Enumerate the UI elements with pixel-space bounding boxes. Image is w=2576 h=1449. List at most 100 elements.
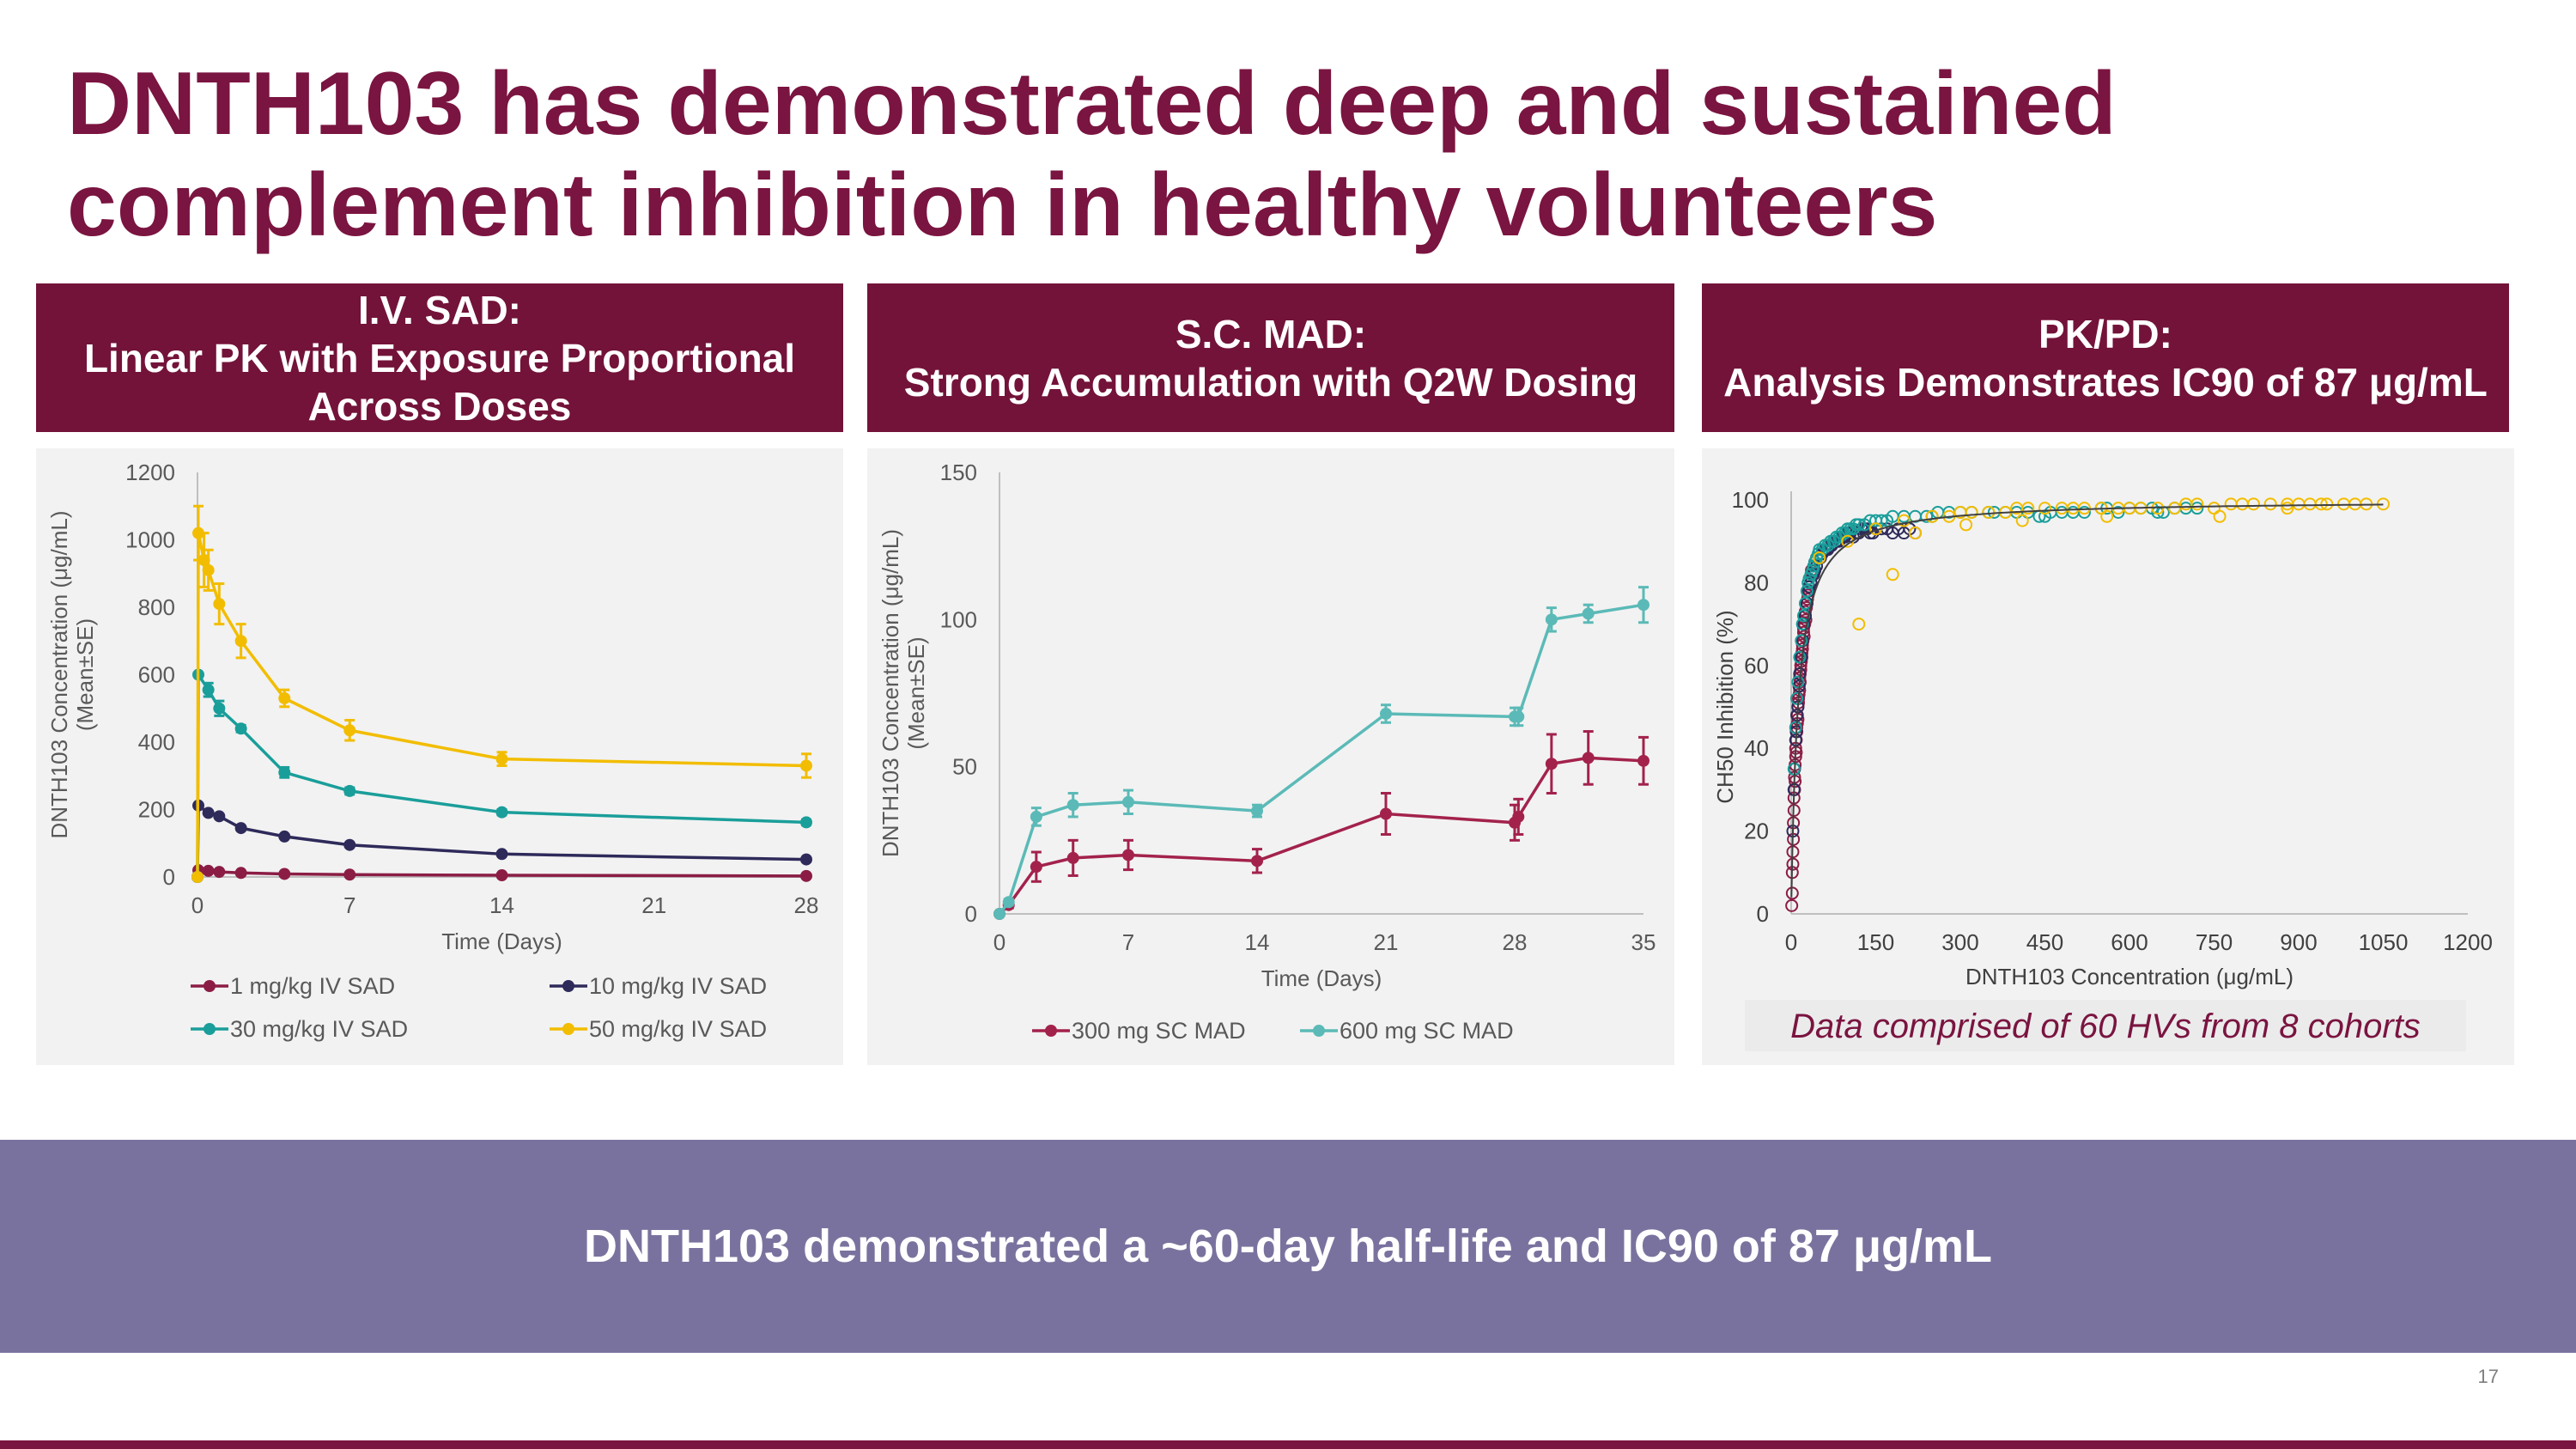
scatter-point — [2038, 502, 2051, 515]
data-point — [202, 563, 215, 576]
x-tick-label: 0 — [993, 929, 1005, 955]
bottom-accent-bar — [0, 1440, 2576, 1449]
y-tick-label: 0 — [163, 864, 175, 890]
legend-label: 600 mg SC MAD — [1340, 1018, 1514, 1044]
scatter-point — [2235, 497, 2249, 511]
x-tick-label: 300 — [1941, 929, 1978, 955]
y-tick-label: 800 — [138, 594, 175, 620]
scatter-point — [1796, 625, 1810, 639]
x-tick-label: 28 — [1503, 929, 1528, 955]
banner-text: DNTH103 demonstrated a ~60-day half-life… — [584, 1221, 1992, 1272]
data-point — [234, 867, 247, 880]
data-point — [192, 527, 205, 539]
data-point — [1637, 599, 1649, 612]
data-point — [495, 848, 508, 861]
x-tick-label: 28 — [794, 892, 819, 918]
y-tick-label: 600 — [138, 662, 175, 688]
title-line-1: DNTH103 has demonstrated deep and sustai… — [67, 54, 2117, 154]
x-axis-title: DNTH103 Concentration (μg/mL) — [1965, 964, 2293, 989]
x-tick-label: 0 — [191, 892, 204, 918]
legend-marker — [204, 980, 216, 992]
scatter-point — [1886, 509, 1899, 523]
data-point — [800, 759, 812, 772]
legend-label: 300 mg SC MAD — [1072, 1018, 1246, 1044]
data-point — [202, 807, 215, 819]
data-point — [234, 822, 247, 835]
legend-marker — [562, 1023, 574, 1035]
scatter-point — [1886, 568, 1899, 581]
legend-label: 10 mg/kg IV SAD — [589, 973, 767, 999]
scatter-point — [2213, 509, 2227, 523]
scatter-point — [2100, 509, 2114, 523]
data-point — [191, 871, 204, 883]
y-tick-label: 0 — [965, 901, 977, 927]
data-point — [1122, 849, 1134, 861]
x-tick-label: 35 — [1631, 929, 1656, 955]
data-point — [202, 684, 215, 697]
scatter-point — [2263, 497, 2277, 511]
data-point — [234, 635, 247, 648]
scatter-point — [2190, 497, 2204, 511]
data-point — [1066, 851, 1079, 864]
scatter-point — [2077, 505, 2091, 519]
sc-mad-chart: 0 50 100 150 0 7 14 21 28 35 Time (Days) DNTH103 Co… — [878, 460, 1656, 1044]
scatter-point — [2111, 505, 2125, 519]
scatter-point — [1965, 505, 1978, 519]
scatter-point — [1806, 563, 1820, 577]
scatter-point — [1982, 505, 1996, 519]
y-tick-label: 0 — [1757, 901, 1769, 927]
data-point — [1030, 861, 1042, 874]
panel-header-line: PK/PD: — [2038, 311, 2172, 356]
slide-title: DNTH103 has demonstrated deep and sustai… — [67, 53, 2471, 256]
legend-label: 30 mg/kg IV SAD — [230, 1016, 408, 1042]
scatter-point — [2021, 502, 2035, 515]
x-tick-label: 7 — [343, 892, 355, 918]
scatter-point — [1925, 509, 1939, 523]
data-point — [1545, 758, 1558, 770]
x-tick-label: 450 — [2026, 929, 2063, 955]
data-point — [1380, 807, 1392, 820]
scatter-point — [1959, 518, 1973, 532]
scatter-point — [1795, 634, 1808, 648]
y-tick-label: 20 — [1744, 819, 1769, 844]
x-tick-label: 21 — [641, 892, 666, 918]
scatter-point — [1785, 898, 1799, 912]
scatter-point — [2314, 497, 2328, 511]
scatter-point — [1857, 518, 1871, 532]
data-point — [495, 869, 508, 882]
legend-marker — [1045, 1025, 1057, 1037]
panel-header-line: S.C. MAD: — [1175, 311, 1367, 356]
scatter-point — [2190, 502, 2204, 515]
data-point — [213, 598, 226, 611]
y-tick-label: 150 — [940, 460, 977, 485]
data-point — [343, 784, 356, 797]
scatter-point — [2208, 502, 2221, 515]
scatter-point — [2055, 502, 2069, 515]
x-tick-label: 1050 — [2359, 929, 2409, 955]
panel-header-line: I.V. SAD: — [357, 287, 522, 332]
x-tick-label: 150 — [1857, 929, 1894, 955]
y-tick-label: 60 — [1744, 653, 1769, 679]
x-tick-label: 900 — [2280, 929, 2317, 955]
y-axis-title: CH50 Inhibition (%) — [1712, 610, 1738, 803]
legend-marker — [562, 980, 574, 992]
legend-marker — [204, 1023, 216, 1035]
scatter-point — [2246, 497, 2260, 511]
scatter-point — [1850, 518, 1863, 532]
data-point — [213, 810, 226, 823]
panel-header-sc-mad: S.C. MAD: Strong Accumulation with Q2W D… — [867, 283, 1674, 432]
scatter-point — [2281, 502, 2294, 515]
data-point — [1030, 810, 1042, 823]
scatter-point — [1813, 551, 1826, 564]
data-point — [1002, 896, 1015, 909]
series-line — [998, 756, 1644, 916]
scatter-point — [1793, 650, 1807, 664]
scatter-point — [1790, 691, 1804, 705]
panel-header-line: Linear PK with Exposure Proportional — [83, 335, 796, 381]
title-line-2: complement inhibition in healthy volunte… — [67, 155, 1938, 255]
scatter-point — [2055, 505, 2069, 519]
y-tick-label: 400 — [138, 729, 175, 755]
scatter-point — [2292, 497, 2306, 511]
data-point — [1380, 707, 1392, 720]
scatter-point — [2224, 497, 2238, 511]
